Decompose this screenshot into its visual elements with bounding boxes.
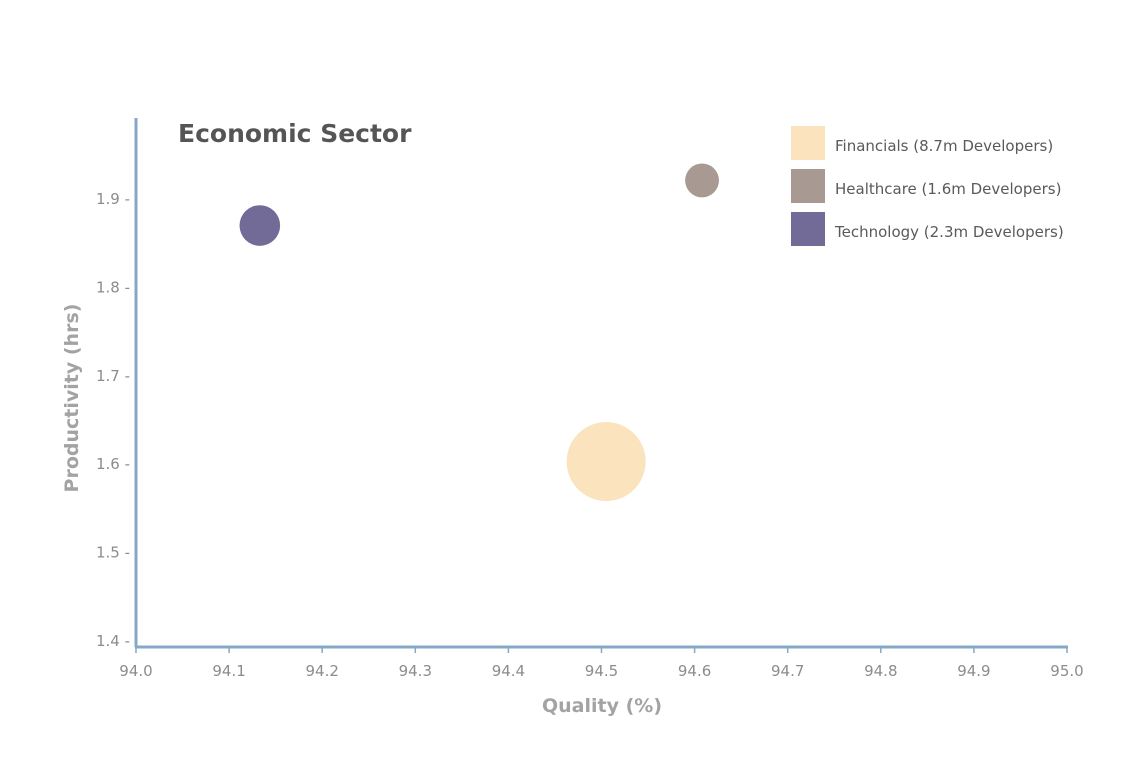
y-tick-label: 1.7 -	[96, 367, 130, 385]
legend-label: Financials (8.7m Developers)	[835, 137, 1053, 155]
x-tick-label: 95.0	[1050, 662, 1083, 680]
x-axis-ticks: 94.0 94.1 94.2 94.3 94.4 94.5 94.6 94.7 94.8 94.9…	[119, 647, 1084, 680]
x-tick-label: 94.9	[957, 662, 990, 680]
y-axis-ticks: 1.4 - 1.5 - 1.6 - 1.7 - 1.8 - 1.9 -	[96, 190, 130, 650]
legend-swatch	[791, 212, 825, 246]
x-tick-label: 94.7	[771, 662, 804, 680]
bubble-healthcare[interactable]	[685, 163, 719, 198]
x-tick-label: 94.3	[399, 662, 432, 680]
x-tick-label: 94.1	[212, 662, 245, 680]
bubble-financials[interactable]	[566, 422, 646, 502]
legend-swatch	[791, 169, 825, 203]
y-tick-label: 1.6 -	[96, 455, 130, 473]
y-axis-title: Productivity (hrs)	[61, 304, 83, 493]
legend-label: Technology (2.3m Developers)	[834, 223, 1064, 241]
y-tick-label: 1.5 -	[96, 544, 130, 562]
x-axis-title: Quality (%)	[542, 695, 662, 717]
legend-swatch	[791, 126, 825, 160]
x-tick-label: 94.2	[305, 662, 338, 680]
legend: Financials (8.7m Developers) Healthcare (…	[791, 126, 1064, 246]
x-tick-label: 94.8	[864, 662, 897, 680]
x-tick-label: 94.5	[585, 662, 618, 680]
y-tick-label: 1.4 -	[96, 632, 130, 650]
x-tick-label: 94.4	[492, 662, 525, 680]
chart-title: Economic Sector	[178, 119, 412, 148]
x-tick-label: 94.0	[119, 662, 152, 680]
x-tick-label: 94.6	[678, 662, 711, 680]
bubble-technology[interactable]	[239, 205, 281, 246]
y-tick-label: 1.8 -	[96, 278, 130, 296]
legend-label: Healthcare (1.6m Developers)	[835, 180, 1061, 198]
bubbles	[239, 163, 719, 502]
y-tick-label: 1.9 -	[96, 190, 130, 208]
